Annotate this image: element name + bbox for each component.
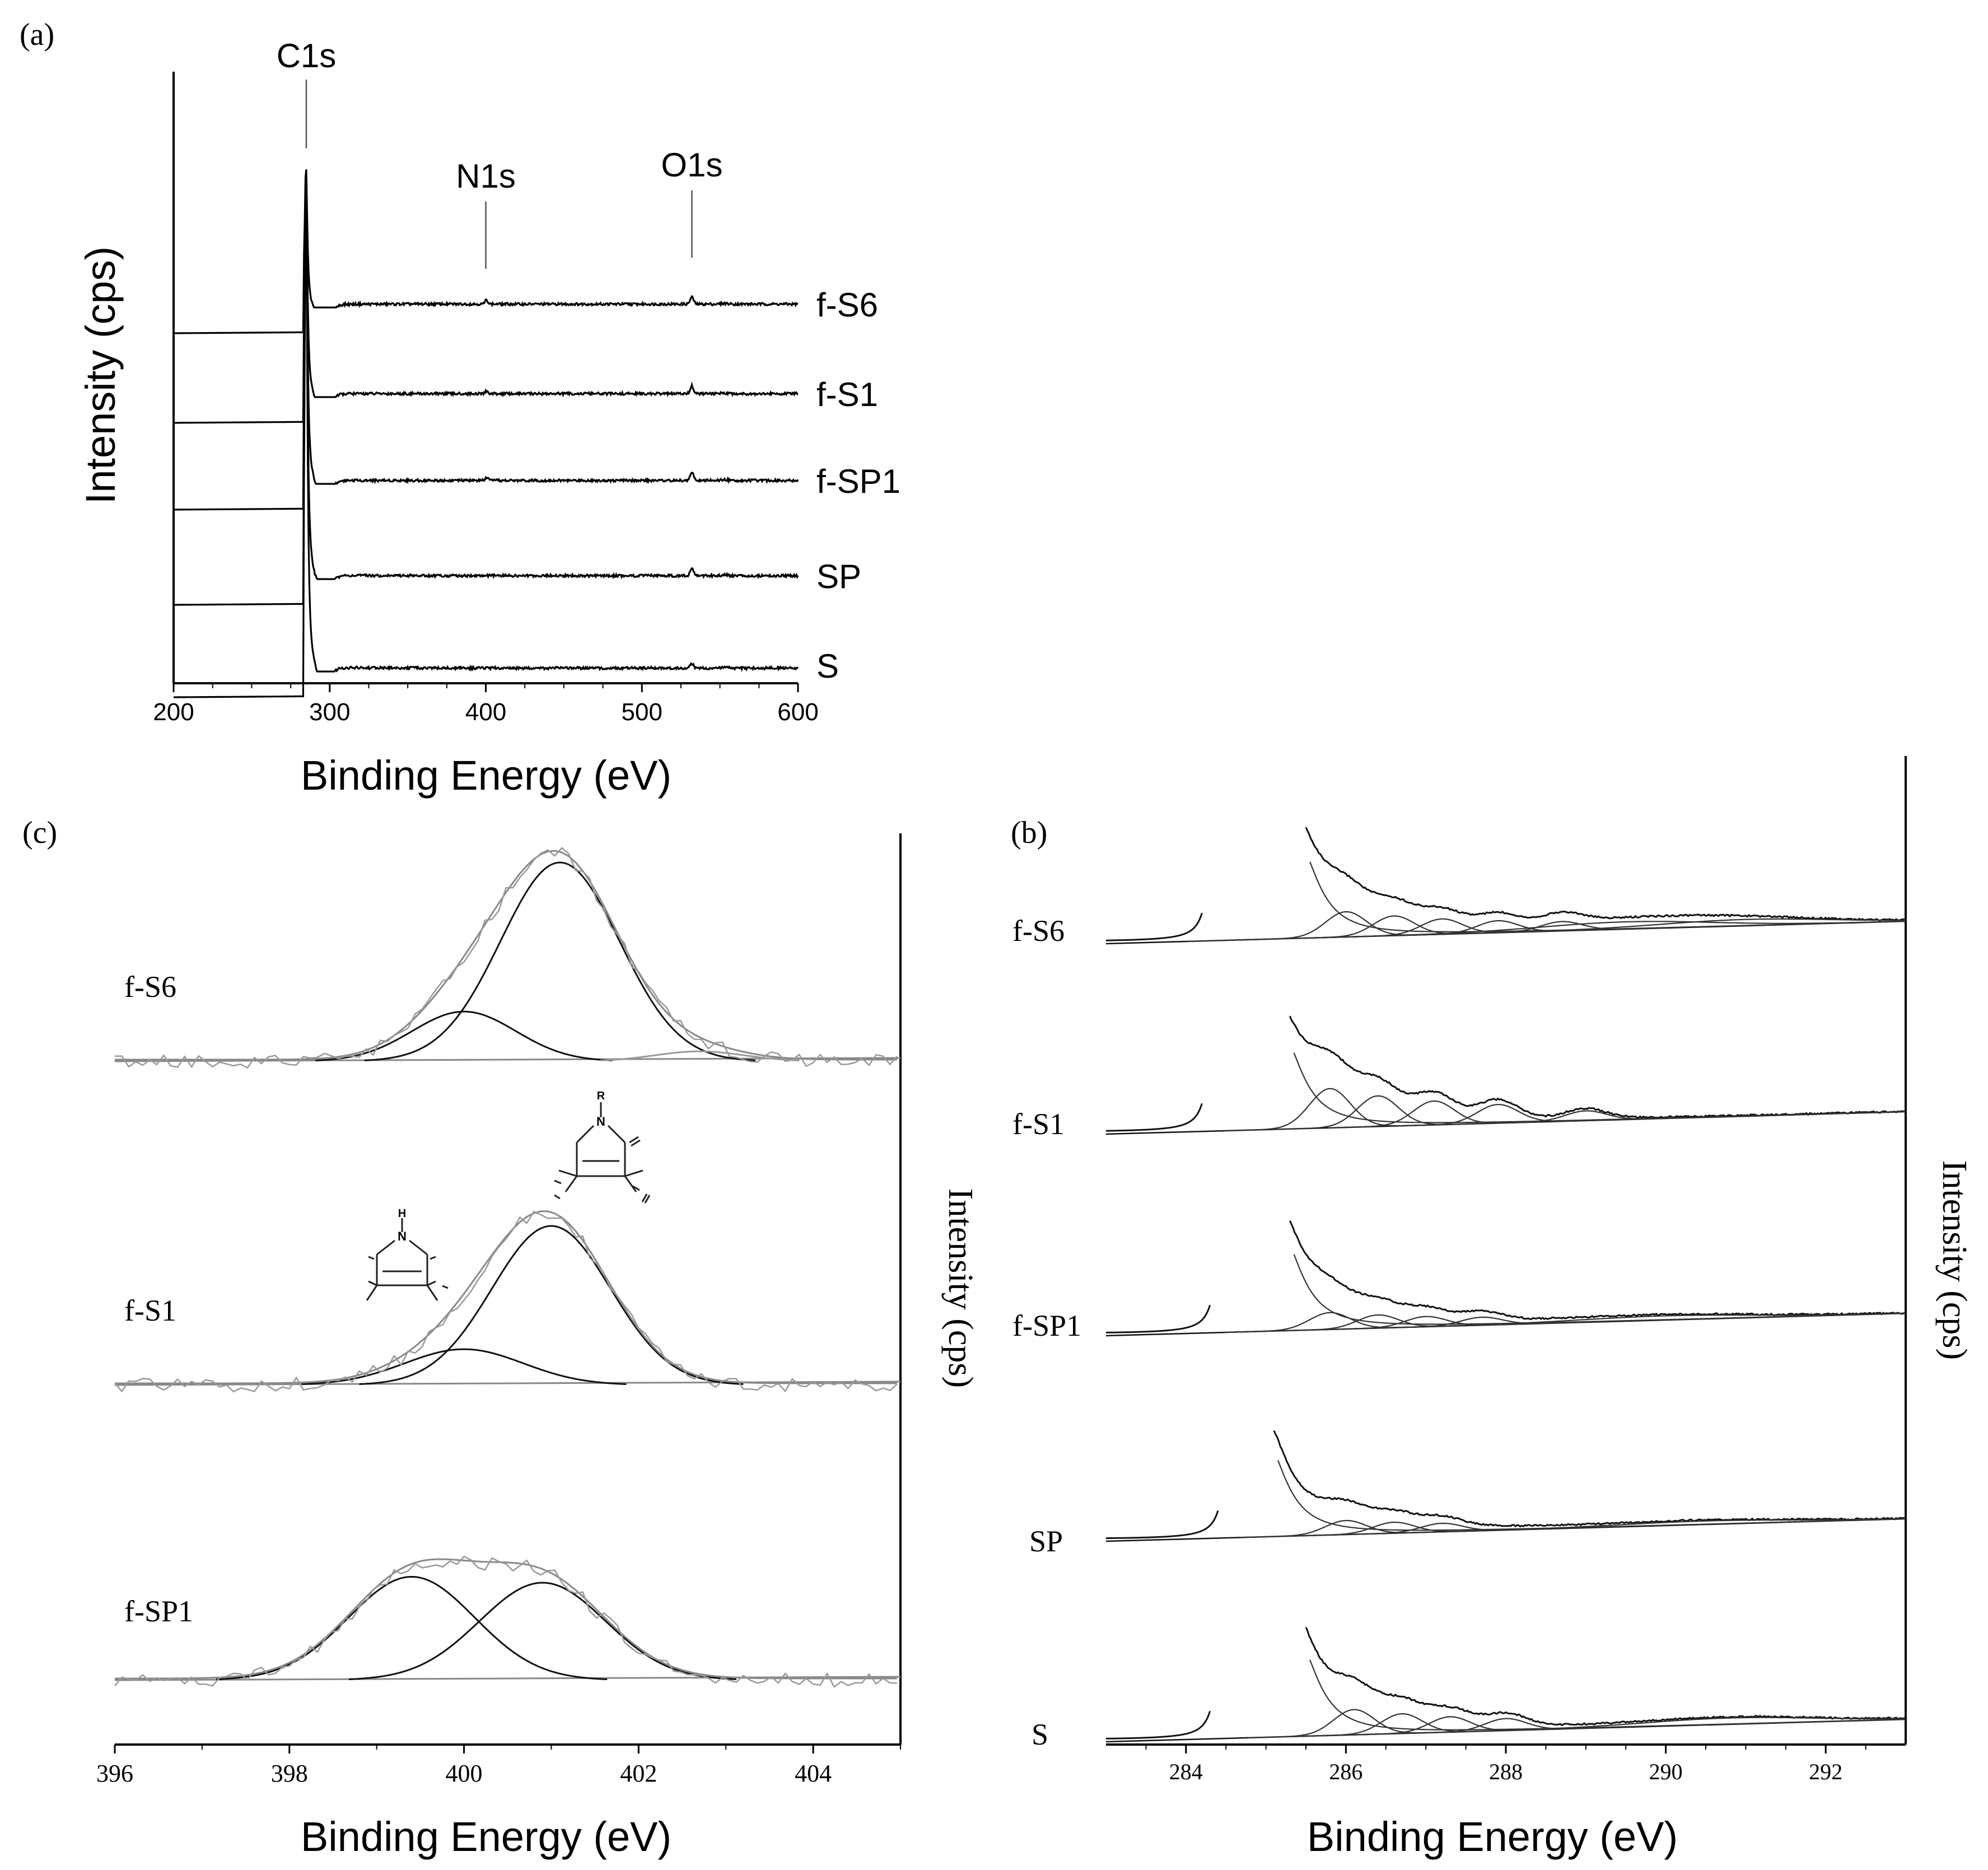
panel-a-spectrum-f-S6 (174, 169, 798, 334)
panel-c-tick-label: 400 (446, 1760, 483, 1787)
panel-c-component-f-SP1 (348, 1582, 736, 1680)
panel-b-series-label: SP (1029, 1524, 1063, 1558)
panel-c-envelope-f-S6 (115, 850, 897, 1061)
panel-b-component-f-S1 (1272, 1095, 1484, 1130)
panel-b-envelope-f-SP1 (1289, 1220, 1906, 1320)
panel-a-series-label: SP (816, 558, 861, 595)
panel-b-tick-label: 284 (1169, 1759, 1203, 1784)
panel-c-baseline-f-S1 (114, 1381, 901, 1386)
panel-a-tick-label: 300 (309, 698, 350, 726)
panel-a-peak-label: O1s (661, 146, 722, 184)
pyrrolidine-nh-structure-icon (366, 1218, 449, 1301)
panel-b-main-peak-fit-SP (1277, 1459, 1905, 1531)
panel-c-x-axis-title: Binding Energy (eV) (301, 1813, 671, 1860)
panel-c-envelope-f-S1 (115, 1210, 897, 1384)
panel-b-component-f-S1 (1480, 1110, 1692, 1125)
panel-a-y-axis-title: Intensity (cps) (77, 246, 124, 505)
panel-a-tick-label: 600 (777, 698, 818, 726)
pyrrolidine-nr-n-label: N (596, 1114, 605, 1128)
panel-b-main-peak-left-f-SP1 (1106, 1304, 1211, 1333)
panel-c-raw-f-SP1 (114, 1555, 897, 1688)
panel-b-component-f-S1 (1224, 1088, 1436, 1132)
panel-c-component-f-SP1 (216, 1575, 608, 1680)
panel-b-tick-label: 286 (1329, 1759, 1362, 1784)
panel-c-series-label: f-SP1 (124, 1594, 193, 1628)
panel-b-main-peak-left-f-S6 (1106, 912, 1203, 941)
panel-b-main-peak-fit-S (1309, 1659, 1905, 1731)
panel-a-tick-label: 500 (622, 698, 662, 726)
panel-a-spectrum-SP (174, 181, 799, 606)
panel-c-tick-label: 398 (271, 1760, 308, 1787)
panel-b-component-SP (1266, 1518, 1906, 1538)
panel-b-series-label: f-S6 (1012, 914, 1065, 948)
panel-b-main-peak-left-SP (1106, 1510, 1219, 1540)
pyrrolidine-nr-structure-icon (554, 1102, 651, 1204)
panel-c-component-f-S6 (600, 1050, 800, 1061)
panel-b-x-axis-title: Binding Energy (eV) (1307, 1813, 1678, 1860)
panel-c-envelope-f-SP1 (115, 1558, 897, 1680)
panel-b-tick-label: 288 (1489, 1759, 1523, 1784)
panel-b-series-label: f-SP1 (1012, 1309, 1081, 1342)
panel-b-component-f-SP1 (1226, 1312, 1906, 1333)
panel-b-main-peak-fit-f-SP1 (1293, 1254, 1905, 1325)
panel-a-series-label: f-SP1 (816, 463, 900, 500)
panel-b-envelope-S (1305, 1626, 1906, 1727)
pyrrolidine-nh-n-label: N (398, 1229, 407, 1243)
panel-a-peak-label: C1s (277, 37, 337, 74)
panel-a-survey-chart: (a) 200 300 400 500 600 f-S6 f-S1 f-SP1 SP S C1s… (20, 17, 900, 799)
panel-a-label: (a) (20, 17, 54, 52)
panel-b-main-peak-fit-f-S6 (1309, 861, 1905, 932)
panel-a-spectrum-S (174, 183, 799, 698)
panel-c-n1s-chart: (c) 396 398 400 402 404 f-S6 f-S1 f-SP1 Bindin… (22, 815, 979, 1860)
panel-a-series-label: f-S6 (816, 286, 878, 324)
panel-a-peak-label: N1s (456, 157, 516, 195)
panel-c-tick-label: 396 (96, 1760, 133, 1787)
panel-a-tick-label: 400 (465, 698, 506, 726)
panel-a-spectrum-f-SP1 (174, 175, 799, 511)
panel-c-component-f-S6 (364, 861, 756, 1061)
panel-b-main-peak-left-f-S1 (1106, 1103, 1203, 1132)
panel-a-series-label: f-S1 (816, 376, 878, 413)
panel-b-tick-label: 292 (1809, 1759, 1842, 1784)
panel-a-tick-label: 200 (153, 698, 194, 726)
panel-b-envelope-f-S6 (1305, 827, 1906, 922)
panel-c-tick-label: 404 (795, 1760, 832, 1787)
panel-b-component-f-S1 (1392, 1104, 1604, 1127)
panel-b-tick-label: 290 (1649, 1759, 1683, 1784)
panel-c-series-label: f-S1 (124, 1294, 176, 1327)
panel-a-spectrum-f-S1 (174, 173, 799, 424)
panel-b-component-f-S6 (1305, 918, 1906, 939)
panel-c-component-f-S1 (301, 1348, 627, 1385)
panel-c-component-f-S1 (359, 1225, 744, 1385)
panel-c-series-label: f-S6 (124, 970, 176, 1004)
panel-a-x-axis-title: Binding Energy (eV) (301, 752, 671, 799)
panel-b-series-label: f-S1 (1012, 1107, 1065, 1141)
panel-a-series-label: S (816, 647, 839, 685)
panel-c-tick-label: 402 (620, 1760, 657, 1787)
pyrrolidine-nh-h-label: H (398, 1207, 406, 1220)
panel-b-y-axis-title: Intensity (cps) (1935, 1160, 1973, 1360)
panel-b-c1s-chart: (b) 284 286 288 290 292 f-S6 f-S1 f-SP1 SP S Bin… (1011, 756, 1973, 1860)
panel-b-main-peak-left-S (1106, 1710, 1211, 1740)
panel-b-label: (b) (1011, 815, 1047, 850)
panel-c-y-axis-title: Intensity (cps) (941, 1188, 979, 1388)
pyrrolidine-nr-r-label: R (597, 1090, 605, 1102)
panel-b-series-label: S (1032, 1718, 1048, 1751)
panel-c-raw-f-S6 (114, 847, 898, 1069)
panel-c-label: (c) (22, 815, 57, 850)
panel-b-envelope-SP (1273, 1430, 1906, 1528)
panel-c-raw-f-S1 (114, 1210, 898, 1393)
panel-c-component-f-S6 (315, 1010, 613, 1061)
panel-b-envelope-f-S1 (1289, 1015, 1906, 1119)
panel-b-component-S (1290, 1717, 1906, 1737)
